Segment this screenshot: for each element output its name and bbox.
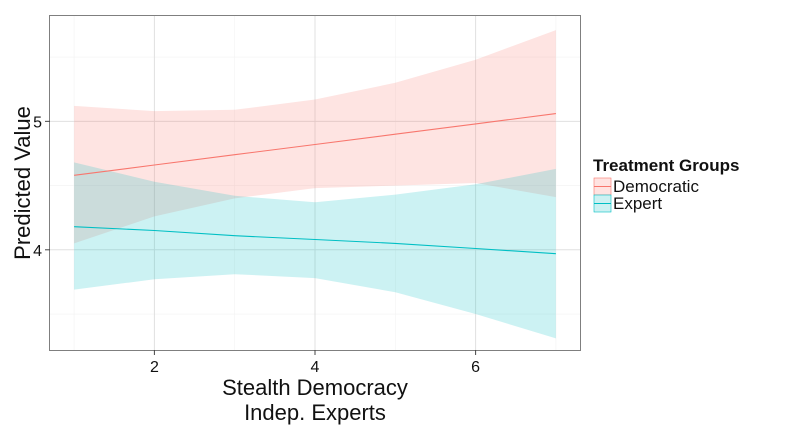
x-axis-title-line-1: Stealth Democracy — [222, 375, 408, 400]
series-line-democratic — [74, 113, 556, 176]
y-tick-label: 4 — [33, 243, 42, 260]
legend-label-expert: Expert — [613, 194, 662, 213]
legend-item-democratic: Democratic — [593, 177, 699, 196]
y-axis-title: Predicted Value — [10, 106, 35, 260]
x-tick-label: 6 — [471, 359, 480, 376]
x-axis-title-line-2: Indep. Experts — [244, 400, 386, 425]
axis-ticks: 2 4 6 4 5 — [33, 114, 480, 376]
x-tick-label: 2 — [150, 359, 159, 376]
confidence-bands — [74, 30, 556, 339]
y-tick-label: 5 — [33, 114, 42, 131]
confidence-band-expert — [74, 162, 556, 339]
series-lines — [74, 113, 556, 255]
x-tick-label: 4 — [311, 359, 320, 376]
legend: Treatment Groups Democratic Expert — [593, 156, 739, 213]
legend-label-democratic: Democratic — [613, 177, 699, 196]
legend-title: Treatment Groups — [593, 156, 739, 175]
confidence-band-democratic — [74, 30, 556, 244]
legend-item-expert: Expert — [593, 194, 662, 213]
series-line-expert — [74, 226, 556, 255]
